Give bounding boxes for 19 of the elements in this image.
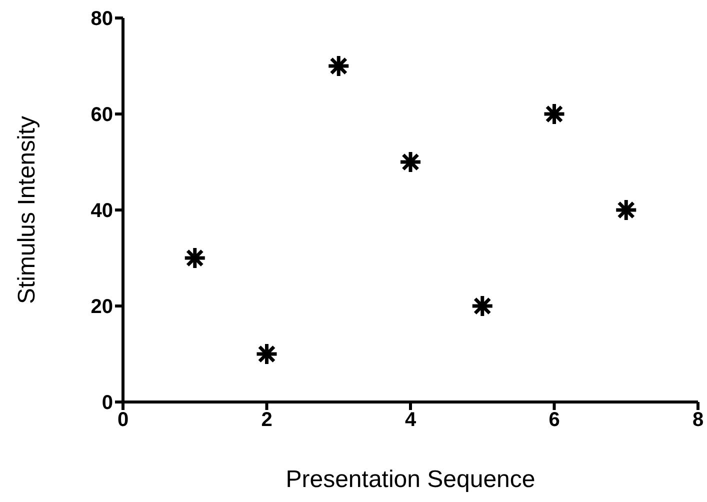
- point: [398, 150, 422, 174]
- y-tick-label: 20: [90, 296, 113, 318]
- x-tick-label: 4: [404, 409, 417, 432]
- x-axis-title: Presentation Sequence: [286, 466, 536, 493]
- point: [542, 102, 566, 126]
- x-tick-label: 0: [117, 409, 129, 432]
- point: [614, 198, 638, 222]
- y-tick-label: 0: [102, 392, 113, 414]
- point: [183, 246, 207, 270]
- y-axis-title: Stimulus Intensity: [14, 116, 41, 304]
- point: [326, 54, 350, 78]
- x-tick-label: 6: [548, 409, 560, 432]
- y-tick-label: 60: [90, 104, 113, 126]
- x-tick-label: 8: [692, 409, 704, 432]
- y-tick-label: 80: [90, 8, 113, 30]
- point: [470, 294, 494, 318]
- point: [255, 342, 278, 366]
- x-tick-label: 2: [261, 409, 272, 432]
- y-tick-label: 40: [90, 200, 113, 222]
